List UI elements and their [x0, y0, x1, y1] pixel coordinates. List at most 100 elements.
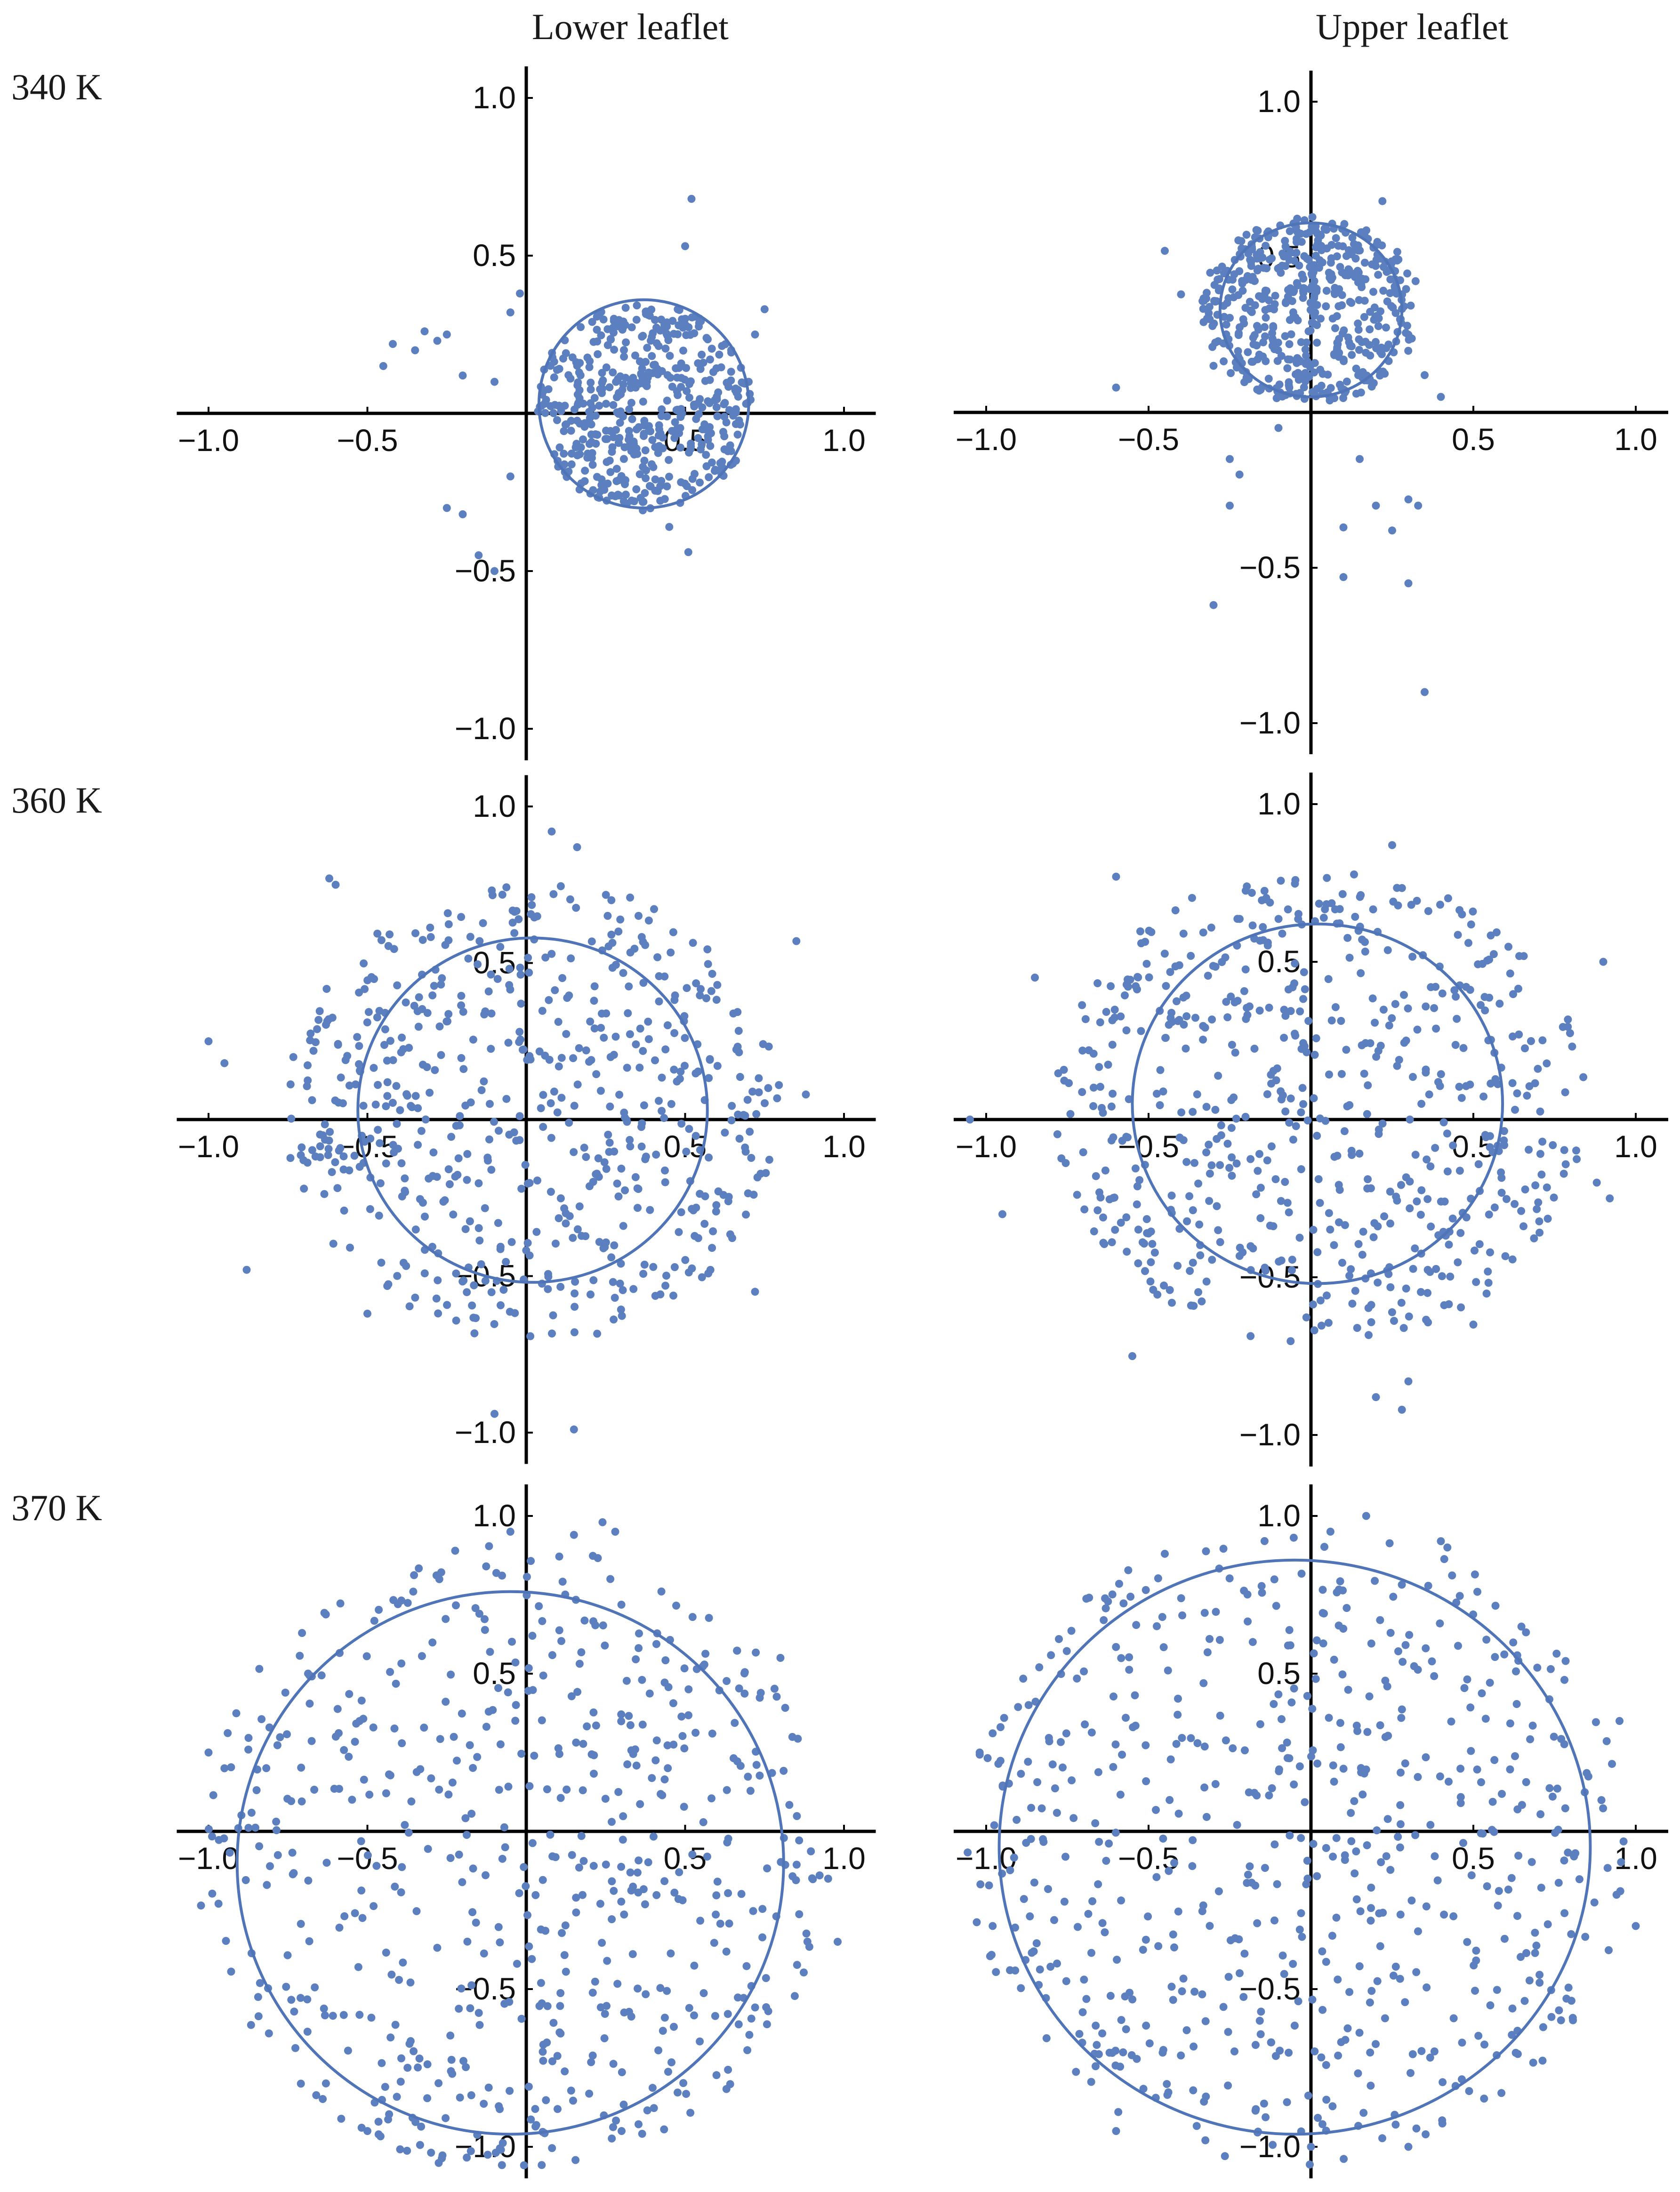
data-point [617, 1601, 626, 1609]
data-point [1277, 1197, 1285, 1205]
fit-circle [1218, 221, 1404, 399]
data-point [723, 1786, 731, 1794]
data-point [383, 1078, 392, 1087]
data-point [1111, 1829, 1120, 1837]
data-point [377, 1258, 386, 1267]
data-point [580, 1616, 589, 1625]
data-point [1438, 1272, 1446, 1281]
data-point [702, 451, 710, 459]
data-point [1608, 1760, 1616, 1768]
data-point [297, 1143, 306, 1152]
data-point [288, 1848, 297, 1857]
data-point [389, 340, 397, 348]
data-point [1318, 1586, 1327, 1594]
x-tick-label: −1.0 [956, 1129, 1017, 1164]
data-point [1453, 1015, 1461, 1023]
data-point [526, 1332, 535, 1340]
data-point [458, 371, 467, 380]
data-point [208, 1832, 216, 1841]
data-point [1156, 1066, 1165, 1074]
data-point [1353, 1727, 1362, 1735]
data-point [1536, 1150, 1544, 1158]
data-point [506, 1528, 514, 1536]
data-point [1095, 1837, 1103, 1846]
data-point [560, 1204, 569, 1213]
data-point [1327, 1016, 1336, 1025]
data-point [655, 1096, 663, 1105]
data-point [345, 1753, 353, 1761]
data-point [1405, 1631, 1414, 1639]
data-point [1323, 1291, 1331, 1300]
data-point [466, 2004, 474, 2013]
data-point [513, 1959, 521, 1968]
data-point [474, 1224, 483, 1233]
data-point [538, 1999, 546, 2007]
data-point [1297, 1570, 1306, 1578]
data-point [596, 1900, 604, 1908]
data-point [677, 405, 685, 413]
data-point [1459, 1044, 1468, 1052]
data-point [579, 1740, 587, 1748]
data-point [517, 2015, 526, 2023]
data-point [1141, 1741, 1150, 1749]
data-point [1408, 2050, 1417, 2058]
data-point [613, 1179, 621, 1188]
data-point [225, 1848, 234, 1857]
data-point [594, 1154, 603, 1162]
row-title-340k: 340 K [11, 66, 102, 107]
data-point [1017, 1770, 1025, 1778]
data-point [1223, 1139, 1232, 1148]
data-point [1480, 2040, 1488, 2049]
data-point [1243, 1590, 1252, 1599]
data-point [1536, 1810, 1545, 1819]
data-point [1170, 1943, 1178, 1951]
data-point [619, 497, 628, 506]
data-point [1424, 907, 1432, 915]
data-point [1319, 913, 1328, 922]
data-point [418, 1061, 427, 1069]
data-point [579, 1857, 588, 1865]
data-point [1093, 979, 1102, 987]
data-point [1148, 1240, 1157, 1248]
data-point [604, 942, 613, 951]
data-point [589, 1862, 598, 1870]
data-point [520, 2161, 528, 2169]
data-point [716, 1919, 724, 1928]
data-point [1259, 923, 1267, 931]
data-point [1529, 2058, 1537, 2067]
data-point [297, 1920, 305, 1928]
data-point [1291, 959, 1299, 967]
data-point [1617, 1858, 1625, 1866]
data-point [688, 1850, 697, 1859]
data-point [443, 909, 452, 918]
data-point [1382, 323, 1390, 332]
data-point [1264, 375, 1273, 383]
data-point [551, 1853, 560, 1862]
data-point [444, 920, 453, 928]
data-point [525, 1179, 534, 1187]
data-point [1469, 907, 1477, 916]
data-point [447, 2067, 455, 2075]
x-tick-label: −0.5 [337, 423, 398, 458]
data-point [1171, 962, 1180, 971]
data-point [1339, 523, 1348, 532]
data-point [561, 1921, 570, 1930]
data-point [1404, 330, 1413, 339]
data-point [573, 381, 582, 389]
y-tick-label: −1.0 [455, 1415, 516, 1450]
data-point [586, 1017, 595, 1026]
data-point [1503, 1195, 1511, 1203]
data-point [374, 2118, 383, 2126]
data-point [628, 1950, 637, 1958]
data-point [1310, 2047, 1319, 2055]
data-point [1426, 1162, 1435, 1170]
data-point [336, 1599, 345, 1608]
data-point [1456, 1765, 1465, 1773]
data-point [1341, 2036, 1350, 2044]
data-point [1451, 1041, 1460, 1049]
fit-circle [356, 936, 709, 1284]
data-point [593, 325, 601, 334]
data-point [1203, 1648, 1212, 1657]
data-point [1293, 215, 1302, 223]
data-point [1249, 357, 1257, 366]
